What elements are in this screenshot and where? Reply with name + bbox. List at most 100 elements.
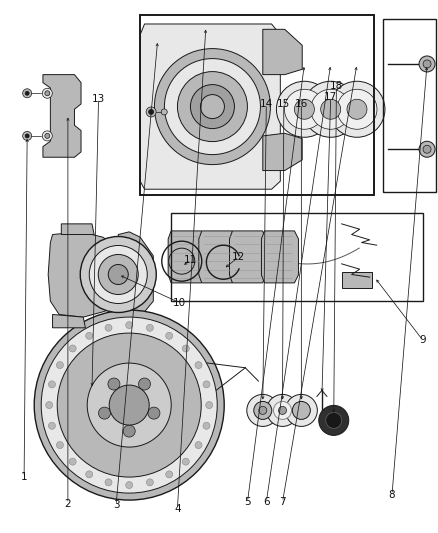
Circle shape xyxy=(247,394,279,426)
Polygon shape xyxy=(261,231,298,283)
Circle shape xyxy=(105,324,112,332)
Circle shape xyxy=(89,246,147,303)
Circle shape xyxy=(25,134,29,138)
Circle shape xyxy=(86,332,93,340)
Circle shape xyxy=(146,324,153,332)
Circle shape xyxy=(105,479,112,486)
Circle shape xyxy=(69,458,76,465)
Circle shape xyxy=(123,425,135,437)
Circle shape xyxy=(276,81,332,138)
Polygon shape xyxy=(199,231,236,283)
Circle shape xyxy=(46,401,53,409)
Circle shape xyxy=(108,264,128,285)
Circle shape xyxy=(87,363,171,447)
Circle shape xyxy=(177,71,247,142)
Circle shape xyxy=(45,91,50,96)
Circle shape xyxy=(126,482,133,489)
Circle shape xyxy=(126,321,133,328)
Circle shape xyxy=(25,91,29,95)
Circle shape xyxy=(303,81,359,138)
Polygon shape xyxy=(140,24,280,189)
Circle shape xyxy=(69,345,76,352)
Bar xyxy=(171,213,423,301)
Polygon shape xyxy=(61,224,94,235)
Circle shape xyxy=(326,413,342,429)
Text: 3: 3 xyxy=(113,500,120,510)
Circle shape xyxy=(148,109,154,115)
Circle shape xyxy=(266,394,299,426)
Circle shape xyxy=(182,458,189,465)
Circle shape xyxy=(34,310,224,500)
Circle shape xyxy=(138,378,151,390)
Circle shape xyxy=(423,145,431,154)
Circle shape xyxy=(201,94,224,119)
Circle shape xyxy=(57,333,201,477)
Circle shape xyxy=(45,133,50,139)
Text: 6: 6 xyxy=(263,497,270,507)
Circle shape xyxy=(284,89,325,130)
Bar xyxy=(140,15,374,195)
Circle shape xyxy=(195,441,202,449)
Text: 17: 17 xyxy=(324,92,337,102)
Circle shape xyxy=(49,422,56,429)
Text: 10: 10 xyxy=(173,298,186,308)
Circle shape xyxy=(98,254,138,295)
Circle shape xyxy=(311,89,351,130)
Circle shape xyxy=(41,317,217,493)
Circle shape xyxy=(319,406,349,435)
Text: 4: 4 xyxy=(174,504,181,514)
Polygon shape xyxy=(263,133,302,171)
Circle shape xyxy=(108,378,120,390)
Circle shape xyxy=(347,99,367,119)
Polygon shape xyxy=(48,232,153,320)
Circle shape xyxy=(57,441,64,449)
Circle shape xyxy=(182,345,189,352)
Circle shape xyxy=(191,85,234,128)
Circle shape xyxy=(49,381,56,388)
Circle shape xyxy=(57,361,64,369)
Text: 7: 7 xyxy=(279,497,286,507)
Circle shape xyxy=(321,99,341,119)
Polygon shape xyxy=(342,272,371,288)
Circle shape xyxy=(254,401,272,419)
Circle shape xyxy=(206,401,213,409)
Circle shape xyxy=(329,81,385,138)
Circle shape xyxy=(86,471,93,478)
Text: 13: 13 xyxy=(92,94,105,103)
Text: 16: 16 xyxy=(295,99,308,109)
Text: 18: 18 xyxy=(330,82,343,91)
Polygon shape xyxy=(263,29,302,75)
Text: 15: 15 xyxy=(277,99,290,109)
Text: 9: 9 xyxy=(419,335,426,345)
Polygon shape xyxy=(43,75,81,157)
Circle shape xyxy=(42,131,52,141)
Circle shape xyxy=(146,479,153,486)
Circle shape xyxy=(203,422,210,429)
Text: 12: 12 xyxy=(232,252,245,262)
Circle shape xyxy=(166,471,173,478)
Circle shape xyxy=(337,89,377,130)
Circle shape xyxy=(419,56,435,72)
Circle shape xyxy=(166,332,173,340)
Text: 8: 8 xyxy=(389,490,396,499)
Text: 2: 2 xyxy=(64,499,71,508)
Circle shape xyxy=(259,406,267,415)
Circle shape xyxy=(80,237,156,312)
Circle shape xyxy=(292,401,311,419)
Circle shape xyxy=(155,49,270,165)
Text: 1: 1 xyxy=(21,472,28,482)
Circle shape xyxy=(99,407,110,419)
Circle shape xyxy=(285,394,318,426)
Text: 5: 5 xyxy=(244,497,251,507)
Text: 14: 14 xyxy=(260,99,273,109)
Circle shape xyxy=(42,88,52,98)
Text: 11: 11 xyxy=(184,255,197,265)
Circle shape xyxy=(146,107,156,117)
Circle shape xyxy=(164,59,261,155)
Polygon shape xyxy=(53,314,85,328)
Circle shape xyxy=(23,89,32,98)
Circle shape xyxy=(279,406,286,415)
Circle shape xyxy=(423,60,431,68)
Polygon shape xyxy=(168,231,205,283)
Circle shape xyxy=(23,132,32,140)
